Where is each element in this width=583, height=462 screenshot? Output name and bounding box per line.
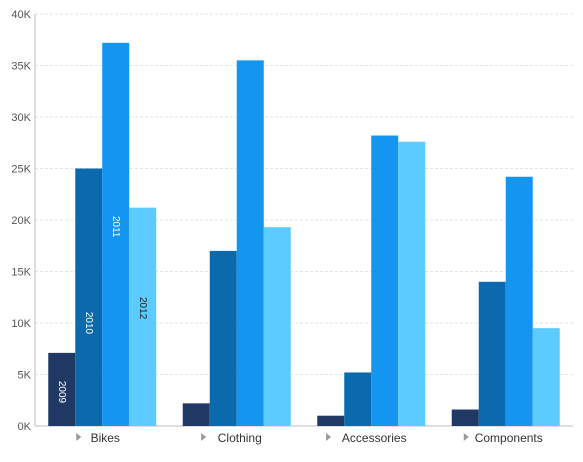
series-label-2011: 2011 <box>110 216 121 238</box>
triangle-right-icon[interactable] <box>201 433 207 441</box>
bar-2012-bikes[interactable] <box>129 207 157 426</box>
bar-2011-bikes[interactable] <box>102 42 130 427</box>
series-label-2009: 2009 <box>56 381 67 404</box>
series-label-2010: 2010 <box>83 312 94 335</box>
bar-2012-clothing[interactable] <box>263 227 291 426</box>
y-tick-label: 10K <box>11 318 31 330</box>
y-tick-label: 35K <box>11 61 31 73</box>
y-tick-label: 15K <box>11 267 31 279</box>
bar-2010-accessories[interactable] <box>344 372 372 426</box>
x-category-label[interactable]: Clothing <box>218 431 262 445</box>
triangle-right-icon[interactable] <box>463 433 469 441</box>
bar-2011-clothing[interactable] <box>236 60 264 426</box>
triangle-right-icon[interactable] <box>76 433 82 441</box>
bar-2010-components[interactable] <box>478 281 506 426</box>
bar-2012-accessories[interactable] <box>398 141 426 426</box>
y-tick-label: 25K <box>11 164 31 176</box>
bar-2009-components[interactable] <box>451 409 479 426</box>
y-tick-label: 20K <box>11 215 31 227</box>
bar-2012-components[interactable] <box>532 328 560 426</box>
bar-2010-clothing[interactable] <box>209 250 237 426</box>
bar-2011-accessories[interactable] <box>371 135 399 427</box>
y-tick-label: 5K <box>18 370 32 382</box>
y-tick-label: 40K <box>11 9 31 21</box>
bar-2009-accessories[interactable] <box>317 415 345 426</box>
bar-2009-clothing[interactable] <box>182 403 210 426</box>
bar-2010-bikes[interactable] <box>75 168 103 427</box>
y-tick-label: 30K <box>11 112 31 124</box>
y-tick-label: 0K <box>18 421 32 433</box>
x-category-label[interactable]: Bikes <box>91 431 120 445</box>
x-category-label[interactable]: Components <box>475 431 543 445</box>
bar-2009-bikes[interactable] <box>48 352 76 426</box>
series-label-2012: 2012 <box>137 297 148 320</box>
bar-2011-components[interactable] <box>505 176 533 426</box>
x-category-label[interactable]: Accessories <box>342 431 407 445</box>
triangle-right-icon[interactable] <box>326 433 332 441</box>
